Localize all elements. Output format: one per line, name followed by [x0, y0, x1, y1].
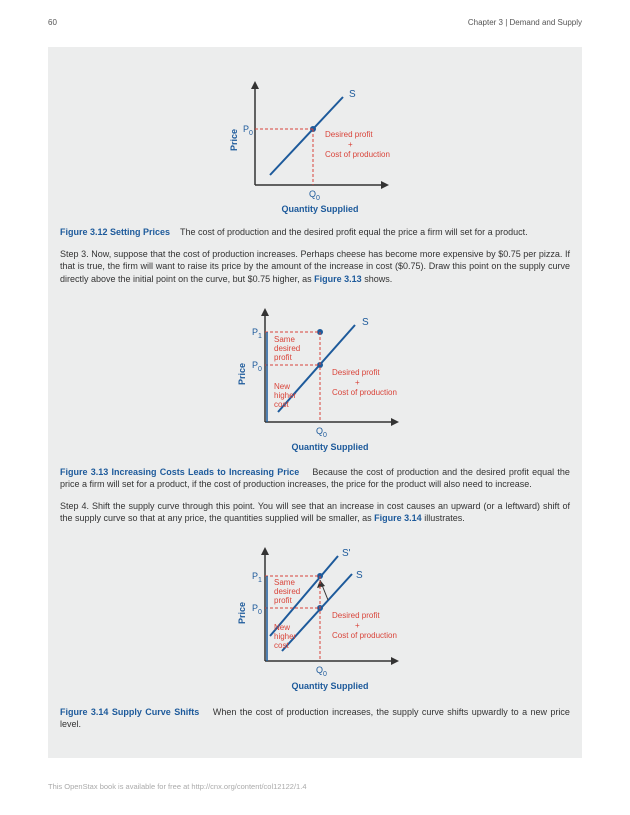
fig313-label: Figure 3.13 [60, 467, 108, 477]
new2: higher [274, 391, 297, 400]
fig314-caption: Figure 3.14 Supply Curve Shifts When the… [60, 706, 570, 730]
fig314-svg: Price S S' P1 P [170, 536, 460, 696]
figure-3-13: Price S P1 P0 Q0 Same [60, 297, 570, 460]
s-label: S [362, 317, 369, 328]
figure-3-12: Price S P0 Q0 Desired profit + Cost of p… [60, 67, 570, 220]
ann-cost: Cost of production [332, 388, 397, 397]
fig314-title: Supply Curve Shifts [112, 707, 199, 717]
q0-label: Q0 [309, 189, 320, 202]
s-label: S [349, 89, 356, 100]
ann-profit: Desired profit [325, 130, 373, 139]
page: 60 Chapter 3 | Demand and Supply Price S [0, 0, 630, 758]
new3: cost [274, 641, 289, 650]
same1: Same [274, 335, 295, 344]
ann-plus: + [355, 378, 360, 387]
step4-paragraph: Step 4. Shift the supply curve through t… [60, 500, 570, 524]
fig312-caption: Figure 3.12 Setting Prices The cost of p… [60, 226, 570, 238]
footer-text: This OpenStax book is available for free… [48, 782, 307, 791]
x-axis-label: Quantity Supplied [281, 204, 358, 214]
p1-label: P1 [252, 327, 262, 340]
fig313-link[interactable]: Figure 3.13 [314, 274, 362, 284]
same3: profit [274, 596, 293, 605]
ann-profit: Desired profit [332, 611, 380, 620]
s-label: S [356, 570, 363, 581]
step4-text: Step 4. Shift the supply curve through t… [60, 501, 570, 523]
fig313-title: Increasing Costs Leads to Increasing Pri… [112, 467, 300, 477]
p0-label: P0 [252, 360, 262, 373]
q0-label: Q0 [316, 426, 327, 439]
p0-label: P0 [252, 603, 262, 616]
new1: New [274, 382, 290, 391]
y-axis-label: Price [237, 363, 247, 385]
ann-profit: Desired profit [332, 368, 380, 377]
step3-tail: shows. [362, 274, 393, 284]
figure-3-14: Price S S' P1 P [60, 536, 570, 699]
x-axis-label: Quantity Supplied [291, 681, 368, 691]
p1-label: P1 [252, 571, 262, 584]
fig314-link[interactable]: Figure 3.14 [374, 513, 422, 523]
s2-label: S' [342, 548, 351, 559]
new1: New [274, 623, 290, 632]
step4-tail: illustrates. [422, 513, 465, 523]
y-axis-label: Price [229, 129, 239, 151]
same1: Same [274, 578, 295, 587]
ann-cost: Cost of production [332, 631, 397, 640]
same2: desired [274, 587, 300, 596]
x-axis-label: Quantity Supplied [291, 442, 368, 452]
p0-label: P0 [243, 124, 253, 137]
fig312-caption-rest: The cost of production and the desired p… [180, 227, 528, 237]
content-box: Price S P0 Q0 Desired profit + Cost of p… [48, 47, 582, 758]
y-axis-label: Price [237, 602, 247, 624]
chapter-label: Chapter 3 | Demand and Supply [468, 18, 582, 27]
ann-plus: + [348, 140, 353, 149]
page-header: 60 Chapter 3 | Demand and Supply [48, 18, 582, 27]
page-number: 60 [48, 18, 57, 27]
fig313-caption: Figure 3.13 Increasing Costs Leads to In… [60, 466, 570, 490]
new2: higher [274, 632, 297, 641]
ann-cost: Cost of production [325, 150, 390, 159]
q0-label: Q0 [316, 665, 327, 678]
fig313-svg: Price S P1 P0 Q0 Same [170, 297, 460, 457]
fig312-svg: Price S P0 Q0 Desired profit + Cost of p… [185, 67, 445, 217]
same2: desired [274, 344, 300, 353]
ann-plus: + [355, 621, 360, 630]
new3: cost [274, 400, 289, 409]
same3: profit [274, 353, 293, 362]
fig312-title: Setting Prices [110, 227, 170, 237]
step3-paragraph: Step 3. Now, suppose that the cost of pr… [60, 248, 570, 284]
fig312-label: Figure 3.12 [60, 227, 108, 237]
fig314-label: Figure 3.14 [60, 707, 108, 717]
